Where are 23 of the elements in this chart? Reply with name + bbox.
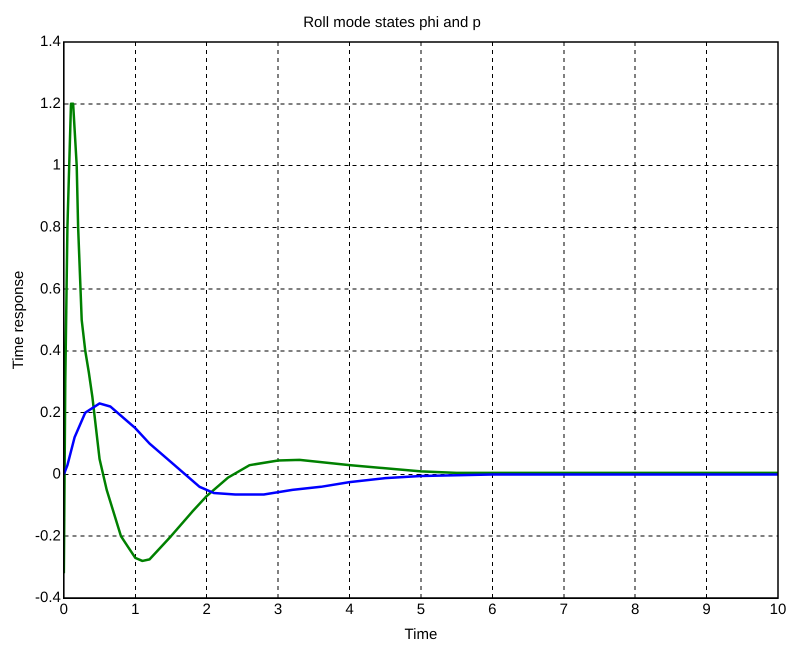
- x-tick-label: 7: [560, 601, 568, 618]
- y-tick-label: 0.6: [40, 280, 61, 298]
- x-tick-label: 6: [488, 601, 497, 618]
- x-tick-label: 9: [702, 601, 711, 618]
- x-tick-label: 8: [631, 601, 640, 618]
- y-tick-label: 0.2: [40, 404, 61, 421]
- y-tick-label: 0.8: [40, 218, 61, 236]
- y-tick-label: 1.2: [40, 94, 61, 112]
- y-axis-title: Time response: [10, 270, 28, 370]
- x-tick-label: 2: [202, 601, 211, 618]
- y-tick-label: 1: [52, 156, 61, 174]
- x-tick-label: 5: [416, 601, 426, 618]
- x-tick-label: 4: [345, 601, 354, 618]
- x-tick-label: 1: [131, 601, 140, 618]
- chart-title: Roll mode states phi and p: [303, 14, 481, 32]
- y-tick-label: 0.4: [40, 342, 61, 360]
- y-tick-label: 0: [52, 466, 61, 483]
- x-axis-title: Time: [404, 626, 438, 644]
- x-tick-label: 10: [770, 601, 786, 618]
- y-tick-label: -0.2: [34, 527, 61, 544]
- x-tick-label: 3: [274, 601, 282, 618]
- y-tick-label: -0.4: [34, 589, 61, 606]
- y-tick-label: 1.4: [40, 33, 61, 50]
